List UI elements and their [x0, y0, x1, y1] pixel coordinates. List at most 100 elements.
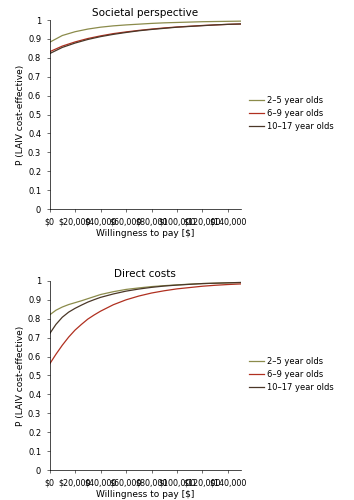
6–9 year olds [79, 322, 84, 328]
2–5 year olds [188, 19, 192, 25]
Title: Direct costs: Direct costs [114, 269, 176, 279]
Title: Societal perspective: Societal perspective [92, 8, 198, 18]
2–5 year olds [98, 24, 103, 30]
2–5 year olds [79, 298, 84, 304]
Line: 6–9 year olds: 6–9 year olds [50, 284, 241, 364]
2–5 year olds [162, 20, 166, 26]
2–5 year olds [86, 296, 90, 302]
6–9 year olds [239, 21, 243, 27]
6–9 year olds [86, 316, 90, 322]
10–17 year olds [86, 36, 90, 43]
6–9 year olds [60, 43, 64, 49]
10–17 year olds [60, 314, 64, 320]
Line: 6–9 year olds: 6–9 year olds [50, 24, 241, 52]
2–5 year olds [188, 281, 192, 287]
6–9 year olds [162, 288, 166, 294]
6–9 year olds [213, 282, 217, 288]
10–17 year olds [149, 26, 154, 32]
X-axis label: Willingness to pay [$]: Willingness to pay [$] [96, 229, 194, 238]
2–5 year olds [111, 288, 115, 294]
10–17 year olds [175, 282, 179, 288]
6–9 year olds [111, 30, 115, 36]
10–17 year olds [175, 24, 179, 30]
6–9 year olds [124, 297, 128, 303]
Legend: 2–5 year olds, 6–9 year olds, 10–17 year olds: 2–5 year olds, 6–9 year olds, 10–17 year… [249, 96, 334, 132]
6–9 year olds [239, 281, 243, 287]
6–9 year olds [149, 290, 154, 296]
10–17 year olds [226, 22, 230, 28]
10–17 year olds [149, 284, 154, 290]
6–9 year olds [92, 312, 96, 318]
10–17 year olds [137, 286, 141, 292]
6–9 year olds [60, 342, 64, 348]
2–5 year olds [226, 280, 230, 286]
2–5 year olds [111, 23, 115, 29]
6–9 year olds [73, 327, 77, 333]
10–17 year olds [60, 44, 64, 51]
10–17 year olds [92, 296, 96, 302]
2–5 year olds [239, 280, 243, 285]
6–9 year olds [111, 302, 115, 308]
10–17 year olds [73, 306, 77, 312]
Line: 10–17 year olds: 10–17 year olds [50, 24, 241, 54]
10–17 year olds [200, 22, 205, 28]
6–9 year olds [54, 352, 58, 358]
10–17 year olds [86, 299, 90, 305]
2–5 year olds [60, 304, 64, 310]
10–17 year olds [79, 302, 84, 308]
2–5 year olds [200, 18, 205, 24]
2–5 year olds [213, 280, 217, 286]
2–5 year olds [67, 302, 71, 308]
2–5 year olds [175, 282, 179, 288]
10–17 year olds [98, 294, 103, 300]
10–17 year olds [111, 291, 115, 297]
6–9 year olds [149, 26, 154, 32]
2–5 year olds [92, 294, 96, 300]
10–17 year olds [188, 24, 192, 30]
6–9 year olds [137, 28, 141, 34]
10–17 year olds [188, 282, 192, 288]
2–5 year olds [124, 286, 128, 292]
10–17 year olds [200, 280, 205, 286]
6–9 year olds [98, 308, 103, 314]
2–5 year olds [98, 292, 103, 298]
Line: 2–5 year olds: 2–5 year olds [50, 21, 241, 42]
2–5 year olds [137, 21, 141, 27]
10–17 year olds [124, 288, 128, 294]
2–5 year olds [137, 285, 141, 291]
2–5 year olds [200, 280, 205, 286]
6–9 year olds [86, 36, 90, 42]
6–9 year olds [188, 284, 192, 290]
6–9 year olds [98, 33, 103, 39]
2–5 year olds [124, 22, 128, 28]
2–5 year olds [226, 18, 230, 24]
6–9 year olds [162, 25, 166, 31]
2–5 year olds [149, 284, 154, 290]
10–17 year olds [162, 283, 166, 289]
Line: 10–17 year olds: 10–17 year olds [50, 282, 241, 334]
2–5 year olds [73, 28, 77, 34]
10–17 year olds [137, 28, 141, 34]
6–9 year olds [47, 361, 52, 367]
10–17 year olds [239, 280, 243, 285]
10–17 year olds [124, 30, 128, 36]
10–17 year olds [213, 280, 217, 286]
6–9 year olds [175, 24, 179, 30]
6–9 year olds [226, 282, 230, 288]
6–9 year olds [213, 22, 217, 28]
6–9 year olds [67, 334, 71, 340]
6–9 year olds [200, 22, 205, 28]
Legend: 2–5 year olds, 6–9 year olds, 10–17 year olds: 2–5 year olds, 6–9 year olds, 10–17 year… [249, 357, 334, 392]
2–5 year olds [60, 32, 64, 38]
2–5 year olds [47, 40, 52, 46]
2–5 year olds [175, 20, 179, 26]
2–5 year olds [162, 282, 166, 288]
10–17 year olds [54, 322, 58, 328]
2–5 year olds [239, 18, 243, 24]
10–17 year olds [226, 280, 230, 286]
Y-axis label: P (LAIV cost-effective): P (LAIV cost-effective) [16, 326, 25, 426]
6–9 year olds [226, 22, 230, 28]
10–17 year olds [47, 50, 52, 56]
2–5 year olds [47, 312, 52, 318]
2–5 year olds [149, 20, 154, 26]
